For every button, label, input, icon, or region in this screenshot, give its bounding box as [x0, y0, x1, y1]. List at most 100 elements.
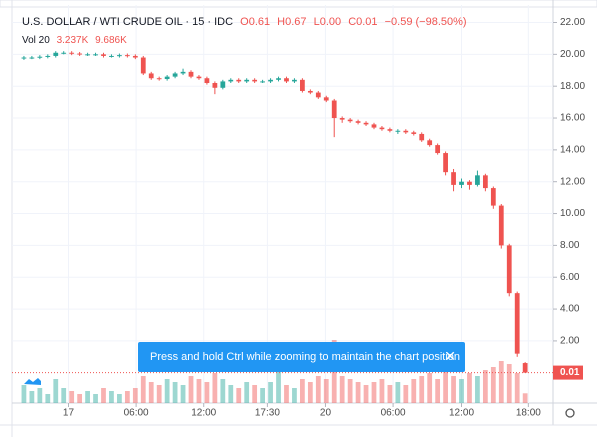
volume-bar [403, 385, 409, 403]
volume-bar [419, 376, 425, 403]
volume-bar [347, 379, 353, 403]
candle-body [498, 205, 504, 246]
candle-body [140, 57, 146, 74]
candle-body [220, 81, 226, 88]
x-tick-label: 06:00 [381, 408, 406, 419]
candle-body [29, 57, 35, 59]
volume-bar [37, 388, 43, 403]
volume-bar [307, 382, 313, 403]
volume-bar [124, 391, 130, 403]
candle-body [411, 132, 417, 134]
candle-body [284, 78, 289, 82]
volume-bar [156, 385, 162, 403]
candle-body [419, 133, 425, 141]
x-tick-label: 06:00 [124, 408, 149, 419]
candle-body [124, 55, 130, 57]
candle-body [236, 79, 242, 82]
x-tick-label: 18:00 [516, 408, 541, 419]
y-tick-label: 2.00 [560, 336, 580, 347]
volume-bar [228, 385, 234, 403]
volume-bar [435, 379, 441, 403]
candle-body [148, 73, 154, 79]
volume-bar [475, 376, 480, 403]
candle-body [228, 79, 234, 82]
volume-bar [284, 385, 289, 403]
y-tick-label: 18.00 [560, 81, 585, 92]
candle-body [276, 78, 281, 80]
settings-icon[interactable] [565, 408, 575, 418]
ohlc-high: H0.67 [277, 16, 307, 28]
ohlc-close: C0.01 [348, 16, 378, 28]
candle-body [292, 79, 297, 82]
volume-bar [467, 373, 472, 403]
volume-bar [482, 370, 488, 403]
candle-body [363, 122, 369, 125]
volume-bar [148, 382, 154, 403]
candle-body [172, 73, 178, 77]
volume-bar [77, 394, 83, 403]
volume-bar [459, 379, 464, 403]
candle-body [371, 124, 377, 128]
y-tick-label: 20.00 [560, 49, 585, 60]
volume-bar [220, 379, 226, 403]
volume-bar [522, 393, 528, 403]
volume-bar [45, 394, 51, 403]
candle-body [244, 79, 250, 82]
candle-body [204, 78, 210, 84]
logo-icon [24, 378, 41, 385]
volume-bar [117, 394, 122, 403]
candle-body [300, 79, 305, 91]
candle-body [347, 119, 353, 122]
volume-bar [252, 385, 258, 403]
ohlc-low: L0.00 [313, 16, 342, 28]
x-tick-label: 20 [320, 408, 332, 419]
candle-body [196, 76, 202, 79]
candle-body [355, 121, 361, 123]
x-tick-label: 12:00 [191, 408, 216, 419]
volume-bar [427, 373, 433, 403]
volume-value: 3.237K [56, 35, 89, 46]
symbol: U.S. DOLLAR / WTI CRUDE OIL · 15 · IDC [22, 16, 234, 28]
volume-bar [514, 373, 520, 403]
candle-body [451, 172, 456, 185]
x-tick-label: 17 [63, 408, 75, 419]
y-tick-label: 12.00 [560, 176, 585, 187]
y-tick-label: 4.00 [560, 304, 580, 315]
candle-body [69, 52, 75, 54]
toast: Press and hold Ctrl while zooming to mai… [138, 342, 465, 372]
y-tick-label: 10.00 [560, 208, 585, 219]
candle-body [443, 153, 448, 173]
volume-bar [93, 394, 98, 403]
candle-body [93, 54, 98, 56]
candle-body [45, 55, 51, 57]
candle-body [482, 175, 488, 189]
y-tick-label: 14.00 [560, 145, 585, 156]
volume-bar [276, 349, 281, 403]
volume-bar [212, 373, 218, 403]
candle-body [459, 181, 464, 185]
volume-bar [180, 385, 186, 403]
volume-ma: 9.686K [95, 35, 127, 46]
volume-bar [411, 379, 417, 403]
toast-close[interactable]: ✕ [444, 348, 456, 364]
volume-bar [355, 382, 361, 403]
volume-bar [498, 361, 504, 403]
volume-bar [506, 364, 512, 403]
volume-bar [85, 391, 90, 403]
plot: 2.00 4.00 6.00 8.00 10.00 12.00 14.00 16.00 18.0… [12, 5, 585, 419]
candle-body [212, 83, 218, 88]
last-price-label: 0.01 [560, 367, 580, 378]
volume-label: Vol 20 [22, 35, 50, 46]
volume-bar [53, 379, 59, 403]
volume-bar [164, 379, 170, 403]
volume-bar [363, 385, 369, 403]
volume-bar [371, 382, 377, 403]
candle-body [395, 130, 401, 132]
volume-bar [101, 388, 106, 403]
candle-body [77, 53, 83, 55]
candle-body [260, 81, 265, 83]
volume-bar [292, 388, 297, 403]
y-tick-label: 6.00 [560, 272, 580, 283]
volume-bar [451, 376, 456, 403]
